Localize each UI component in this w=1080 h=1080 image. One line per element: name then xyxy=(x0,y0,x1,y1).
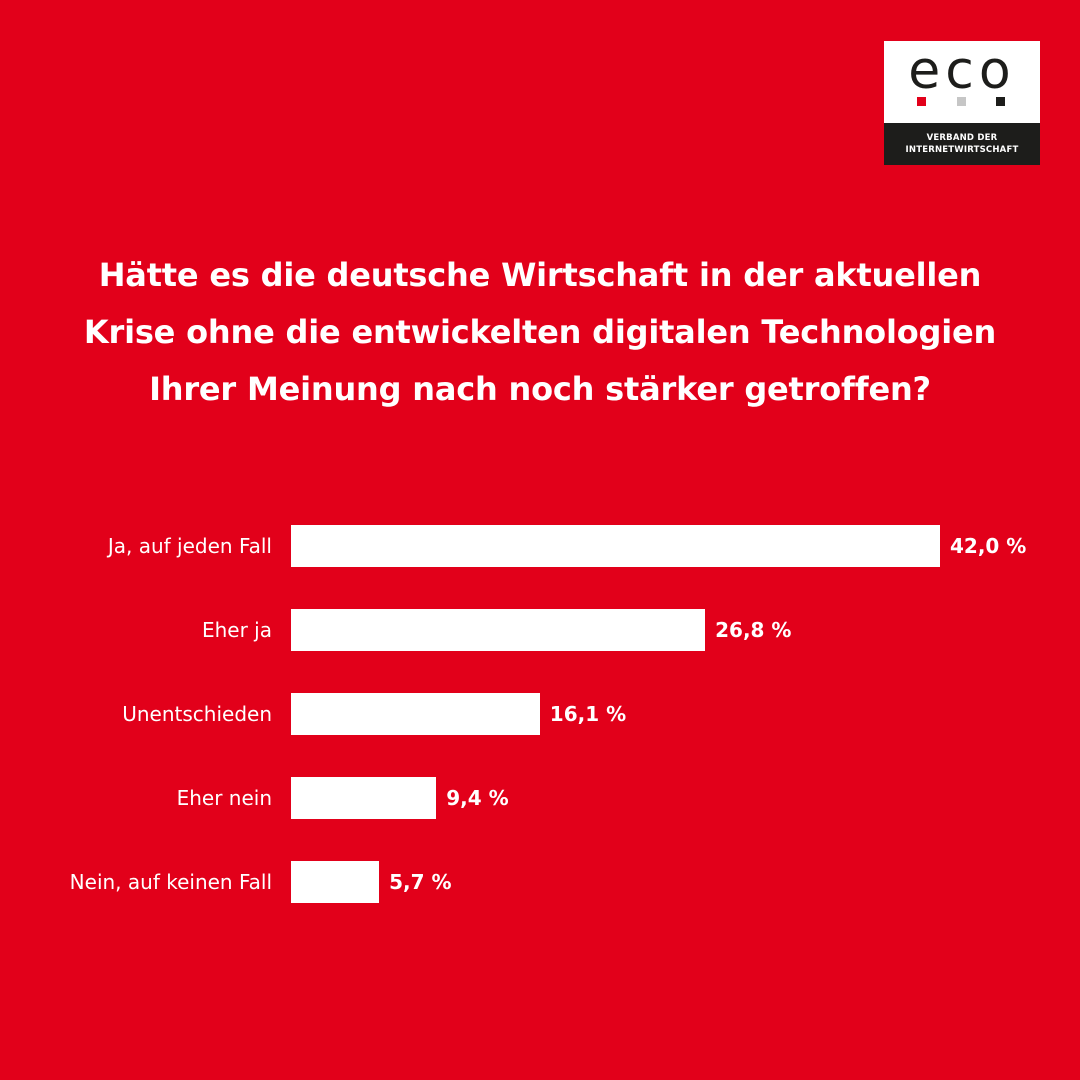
chart-title: Hätte es die deutsche Wirtschaft in der … xyxy=(0,247,1080,418)
logo-tagline-line1: VERBAND DER xyxy=(926,133,998,143)
logo-dot-grey xyxy=(957,97,966,106)
bar-eher-ja xyxy=(291,609,706,651)
chart-title-line-1: Hätte es die deutsche Wirtschaft in der … xyxy=(98,256,982,294)
chart-title-line-3: Ihrer Meinung nach noch stärker getroffe… xyxy=(149,370,931,408)
category-label-ja-auf-jeden-fall: Ja, auf jeden Fall xyxy=(107,534,272,558)
bar-ja-auf-jeden-fall xyxy=(291,525,940,567)
bar-nein-auf-keinen-fall xyxy=(291,861,380,903)
category-label-nein-auf-keinen-fall: Nein, auf keinen Fall xyxy=(69,870,272,894)
category-label-eher-nein: Eher nein xyxy=(176,786,272,810)
value-label-nein-auf-keinen-fall: 5,7 % xyxy=(389,870,452,894)
logo-dot-red xyxy=(917,97,926,106)
logo-tagline: VERBAND DER INTERNETWIRTSCHAFT xyxy=(884,123,1040,165)
bar-unentschieden xyxy=(291,693,540,735)
value-label-unentschieden: 16,1 % xyxy=(549,702,627,726)
chart-title-line-2: Krise ohne die entwickelten digitalen Te… xyxy=(83,313,997,351)
category-label-unentschieden: Unentschieden xyxy=(122,702,272,726)
value-label-eher-nein: 9,4 % xyxy=(446,786,509,810)
bar-eher-nein xyxy=(291,777,437,819)
value-label-eher-ja: 26,8 % xyxy=(715,618,792,642)
logo-tagline-line2: INTERNETWIRTSCHAFT xyxy=(905,145,1019,155)
eco-logo: eco VERBAND DER INTERNETWIRTSCHAFT xyxy=(884,41,1040,165)
category-label-eher-ja: Eher ja xyxy=(201,618,272,642)
logo-dot-black xyxy=(996,97,1005,106)
value-label-ja-auf-jeden-fall: 42,0 % xyxy=(950,534,1027,558)
logo-wordmark: eco xyxy=(908,41,1016,101)
